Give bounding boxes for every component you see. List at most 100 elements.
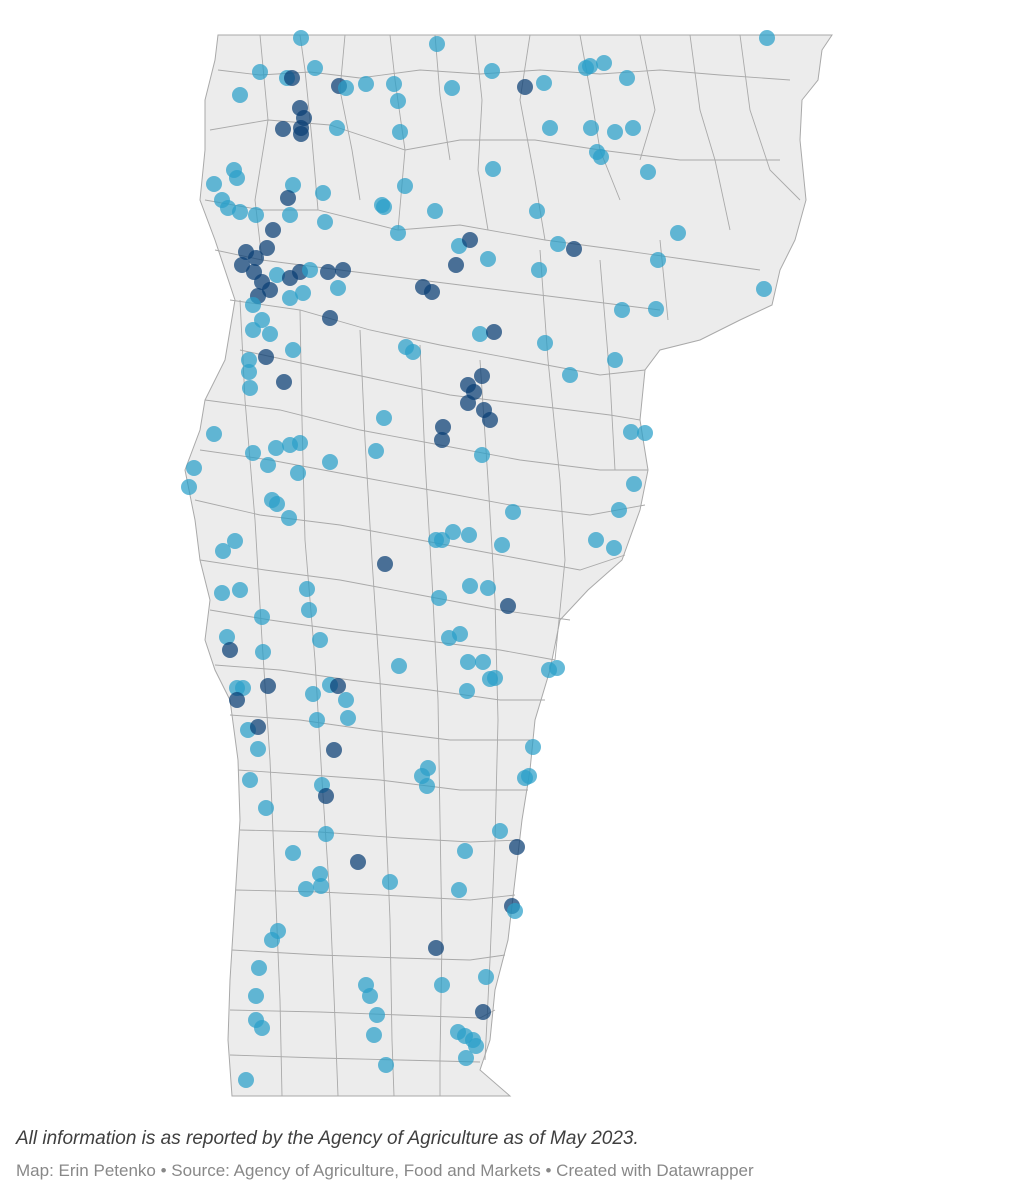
location-marker[interactable] bbox=[521, 768, 537, 784]
location-marker[interactable] bbox=[640, 164, 656, 180]
location-marker[interactable] bbox=[318, 826, 334, 842]
location-marker[interactable] bbox=[227, 533, 243, 549]
location-marker[interactable] bbox=[350, 854, 366, 870]
location-marker[interactable] bbox=[482, 412, 498, 428]
location-marker[interactable] bbox=[265, 222, 281, 238]
location-marker[interactable] bbox=[391, 658, 407, 674]
location-marker[interactable] bbox=[229, 170, 245, 186]
location-marker[interactable] bbox=[255, 644, 271, 660]
location-marker[interactable] bbox=[264, 932, 280, 948]
location-marker[interactable] bbox=[444, 80, 460, 96]
location-marker[interactable] bbox=[250, 741, 266, 757]
location-marker[interactable] bbox=[461, 527, 477, 543]
location-marker[interactable] bbox=[593, 149, 609, 165]
location-marker[interactable] bbox=[241, 352, 257, 368]
location-marker[interactable] bbox=[254, 1020, 270, 1036]
location-marker[interactable] bbox=[484, 63, 500, 79]
location-marker[interactable] bbox=[596, 55, 612, 71]
location-marker[interactable] bbox=[242, 380, 258, 396]
location-marker[interactable] bbox=[232, 204, 248, 220]
location-marker[interactable] bbox=[500, 598, 516, 614]
location-marker[interactable] bbox=[248, 207, 264, 223]
location-marker[interactable] bbox=[219, 629, 235, 645]
location-marker[interactable] bbox=[222, 642, 238, 658]
location-marker[interactable] bbox=[299, 581, 315, 597]
location-marker[interactable] bbox=[428, 940, 444, 956]
location-marker[interactable] bbox=[529, 203, 545, 219]
location-marker[interactable] bbox=[235, 680, 251, 696]
location-marker[interactable] bbox=[478, 969, 494, 985]
location-marker[interactable] bbox=[378, 1057, 394, 1073]
location-marker[interactable] bbox=[245, 322, 261, 338]
location-marker[interactable] bbox=[248, 250, 264, 266]
location-marker[interactable] bbox=[312, 866, 328, 882]
location-marker[interactable] bbox=[262, 326, 278, 342]
location-marker[interactable] bbox=[293, 30, 309, 46]
location-marker[interactable] bbox=[292, 100, 308, 116]
location-marker[interactable] bbox=[329, 120, 345, 136]
location-marker[interactable] bbox=[302, 262, 318, 278]
location-marker[interactable] bbox=[462, 578, 478, 594]
location-marker[interactable] bbox=[448, 257, 464, 273]
location-marker[interactable] bbox=[315, 185, 331, 201]
location-marker[interactable] bbox=[285, 845, 301, 861]
location-marker[interactable] bbox=[318, 788, 334, 804]
location-marker[interactable] bbox=[282, 207, 298, 223]
location-marker[interactable] bbox=[475, 1004, 491, 1020]
location-marker[interactable] bbox=[429, 36, 445, 52]
location-marker[interactable] bbox=[405, 344, 421, 360]
location-marker[interactable] bbox=[250, 719, 266, 735]
location-marker[interactable] bbox=[215, 543, 231, 559]
location-marker[interactable] bbox=[238, 1072, 254, 1088]
location-marker[interactable] bbox=[181, 479, 197, 495]
location-marker[interactable] bbox=[537, 335, 553, 351]
location-marker[interactable] bbox=[313, 878, 329, 894]
location-marker[interactable] bbox=[335, 262, 351, 278]
location-marker[interactable] bbox=[248, 988, 264, 1004]
location-marker[interactable] bbox=[474, 368, 490, 384]
location-marker[interactable] bbox=[322, 310, 338, 326]
location-marker[interactable] bbox=[295, 285, 311, 301]
location-marker[interactable] bbox=[607, 352, 623, 368]
location-marker[interactable] bbox=[252, 64, 268, 80]
location-marker[interactable] bbox=[338, 80, 354, 96]
location-marker[interactable] bbox=[475, 654, 491, 670]
location-marker[interactable] bbox=[480, 580, 496, 596]
location-marker[interactable] bbox=[578, 60, 594, 76]
location-marker[interactable] bbox=[626, 476, 642, 492]
location-marker[interactable] bbox=[186, 460, 202, 476]
location-marker[interactable] bbox=[245, 297, 261, 313]
location-marker[interactable] bbox=[322, 454, 338, 470]
location-marker[interactable] bbox=[245, 445, 261, 461]
location-marker[interactable] bbox=[320, 264, 336, 280]
location-marker[interactable] bbox=[232, 582, 248, 598]
location-marker[interactable] bbox=[242, 772, 258, 788]
location-marker[interactable] bbox=[460, 654, 476, 670]
location-marker[interactable] bbox=[542, 120, 558, 136]
location-marker[interactable] bbox=[369, 1007, 385, 1023]
location-marker[interactable] bbox=[330, 280, 346, 296]
location-marker[interactable] bbox=[307, 60, 323, 76]
location-marker[interactable] bbox=[606, 540, 622, 556]
location-marker[interactable] bbox=[397, 178, 413, 194]
location-marker[interactable] bbox=[258, 800, 274, 816]
location-marker[interactable] bbox=[637, 425, 653, 441]
location-marker[interactable] bbox=[419, 778, 435, 794]
location-marker[interactable] bbox=[424, 284, 440, 300]
location-marker[interactable] bbox=[232, 87, 248, 103]
location-marker[interactable] bbox=[509, 839, 525, 855]
location-marker[interactable] bbox=[427, 203, 443, 219]
location-marker[interactable] bbox=[298, 881, 314, 897]
location-marker[interactable] bbox=[268, 440, 284, 456]
location-marker[interactable] bbox=[472, 326, 488, 342]
location-marker[interactable] bbox=[494, 537, 510, 553]
location-marker[interactable] bbox=[434, 432, 450, 448]
location-marker[interactable] bbox=[386, 76, 402, 92]
location-marker[interactable] bbox=[434, 977, 450, 993]
location-marker[interactable] bbox=[269, 267, 285, 283]
location-marker[interactable] bbox=[338, 692, 354, 708]
location-marker[interactable] bbox=[229, 692, 245, 708]
location-marker[interactable] bbox=[254, 609, 270, 625]
location-marker[interactable] bbox=[330, 678, 346, 694]
location-marker[interactable] bbox=[434, 532, 450, 548]
